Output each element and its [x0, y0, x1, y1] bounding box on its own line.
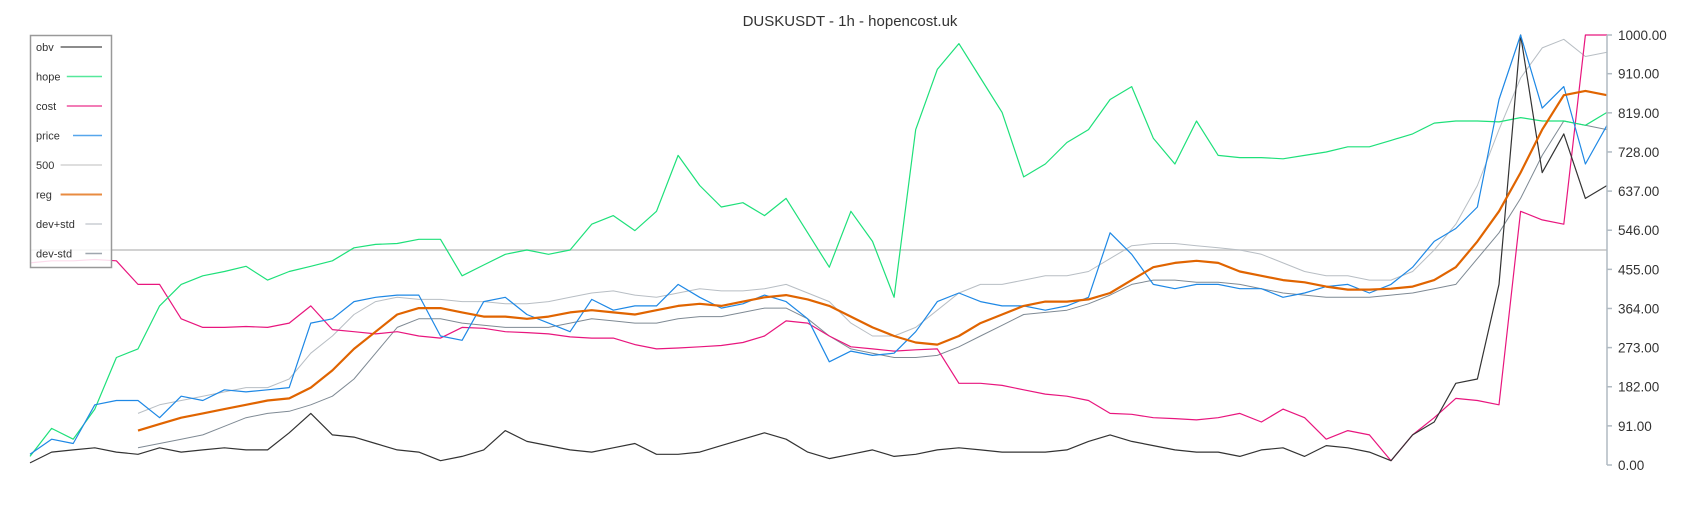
- y-tick-label: 728.00: [1618, 145, 1659, 160]
- legend-label: dev-std: [36, 249, 72, 261]
- legend: obv hope cost price 500 reg dev+std dev-std: [29, 34, 113, 269]
- legend-label: dev+std: [36, 219, 75, 231]
- y-tick-label: 819.00: [1618, 106, 1659, 121]
- legend-label: reg: [36, 190, 52, 202]
- y-tick-label: 910.00: [1618, 67, 1659, 82]
- series-line-hope: [29, 43, 1608, 457]
- y-tick-label: 455.00: [1618, 262, 1659, 277]
- legend-label: obv: [36, 42, 54, 54]
- legend-box: [29, 34, 113, 269]
- y-tick-label: 273.00: [1618, 341, 1659, 356]
- y-tick-label: 546.00: [1618, 223, 1659, 238]
- y-tick-label: 364.00: [1618, 301, 1659, 316]
- y-tick-label: 182.00: [1618, 380, 1659, 395]
- series-line-obv: [29, 34, 1608, 464]
- series-line-devminusstd: [137, 120, 1608, 449]
- y-axis: 0.00 91.00 182.00 273.00 364.00 455.00 546.00 6…: [1606, 28, 1667, 473]
- y-tick-label: 91.00: [1618, 419, 1652, 434]
- chart-title: DUSKUSDT - 1h - hopencost.uk: [743, 13, 958, 30]
- series-line-cost: [29, 34, 1607, 462]
- series-line-reg: [137, 89, 1608, 432]
- legend-label: cost: [36, 101, 56, 113]
- y-tick-label: 637.00: [1618, 184, 1659, 199]
- legend-label: hope: [36, 72, 60, 84]
- plot-area: [29, 34, 1608, 464]
- legend-label: 500: [36, 160, 54, 172]
- y-tick-label: 0.00: [1618, 458, 1644, 473]
- legend-label: price: [36, 131, 60, 143]
- series-line-devplusstd: [137, 38, 1608, 414]
- series-line-price: [29, 34, 1608, 455]
- y-tick-label: 1000.00: [1618, 28, 1667, 43]
